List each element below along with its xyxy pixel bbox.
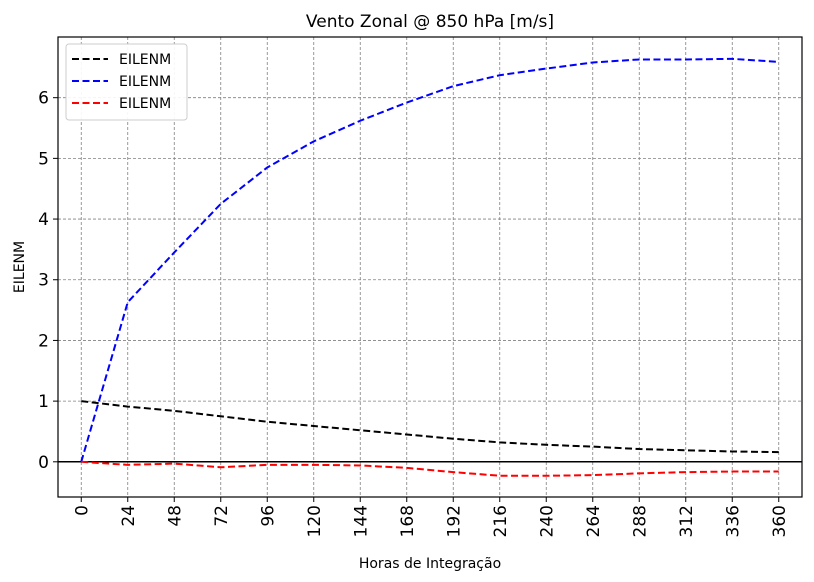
y-axis-label: EILENM xyxy=(12,241,28,293)
x-tick-label: 96 xyxy=(258,505,278,527)
y-tick-label: 5 xyxy=(38,149,49,169)
x-tick-label: 192 xyxy=(444,505,464,537)
y-tick-label: 1 xyxy=(38,392,49,412)
plot-frame xyxy=(57,36,803,498)
legend: EILENM EILENM EILENM xyxy=(65,43,188,121)
legend-items: EILENM EILENM EILENM xyxy=(72,52,171,112)
x-tick-label: 168 xyxy=(398,505,418,537)
y-tick-label: 6 xyxy=(38,89,49,109)
grid-lines xyxy=(58,37,802,497)
x-axis-label: Horas de Integração xyxy=(359,556,501,572)
x-tick-label: 288 xyxy=(630,505,650,537)
y-tick-label: 3 xyxy=(38,271,49,291)
legend-label-0: EILENM xyxy=(119,52,171,68)
axis-ticks xyxy=(53,97,780,502)
x-tick-label: 72 xyxy=(212,505,232,527)
x-tick-label: 360 xyxy=(770,505,790,537)
legend-box xyxy=(65,43,188,121)
tick-labels: 0 24 48 72 96 120 144 168 192 216 240 264 288 312 336 3… xyxy=(38,89,790,538)
series-line-1 xyxy=(80,57,779,463)
x-tick-label: 120 xyxy=(305,505,325,537)
x-tick-label: 24 xyxy=(119,505,139,527)
y-tick-label: 4 xyxy=(38,210,49,230)
x-tick-label: 336 xyxy=(723,505,743,537)
y-tick-label: 2 xyxy=(38,331,49,351)
x-tick-label: 216 xyxy=(491,505,511,537)
legend-label-2: EILENM xyxy=(119,96,171,112)
x-tick-label: 144 xyxy=(351,505,371,537)
series-line-2 xyxy=(81,460,779,477)
x-tick-label: 240 xyxy=(537,505,557,537)
x-tick-label: 264 xyxy=(584,505,604,537)
x-tick-label: 312 xyxy=(677,505,697,537)
y-tick-label: 0 xyxy=(38,453,49,473)
chart-title: Vento Zonal @ 850 hPa [m/s] xyxy=(306,12,554,32)
plot-lines xyxy=(80,57,779,477)
legend-label-1: EILENM xyxy=(119,74,171,90)
x-tick-label: 0 xyxy=(72,505,92,516)
x-tick-label: 48 xyxy=(165,505,185,527)
series-line-0 xyxy=(81,400,779,454)
